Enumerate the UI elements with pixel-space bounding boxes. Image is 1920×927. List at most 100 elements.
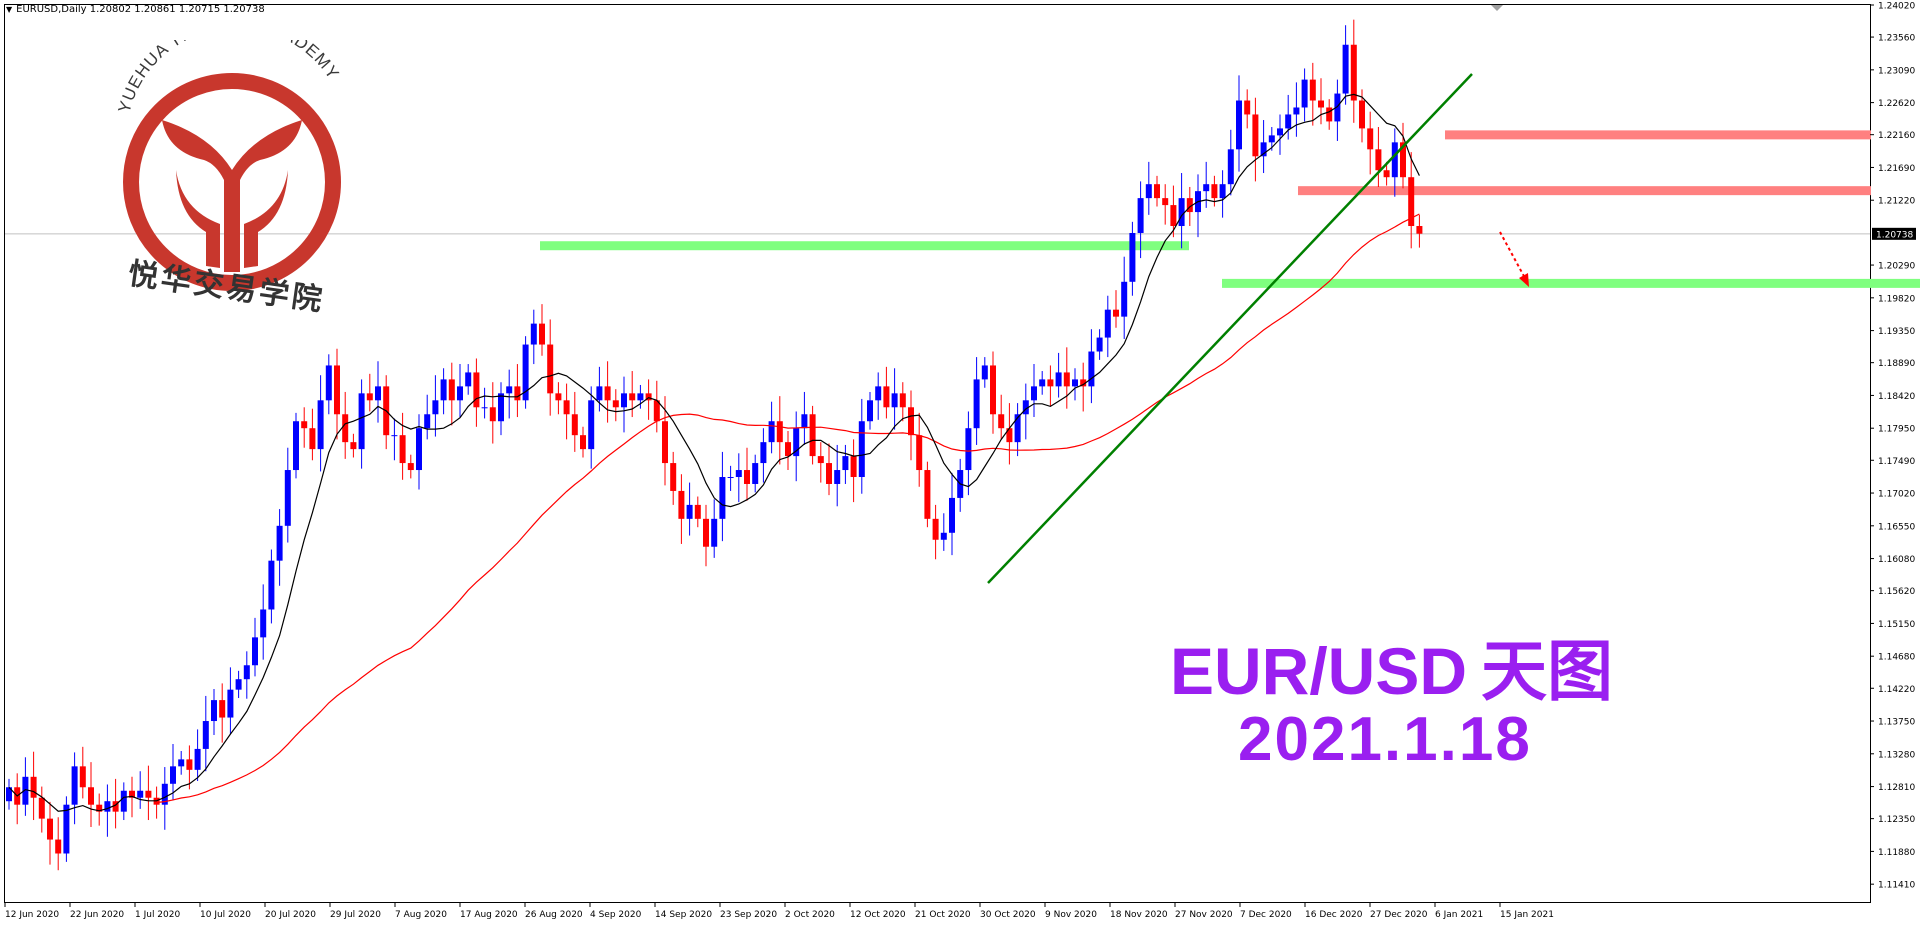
- candle-body: [227, 689, 234, 718]
- candle: [14, 773, 21, 825]
- candle-body: [530, 323, 537, 345]
- candle: [1031, 364, 1037, 418]
- candle-body: [6, 787, 12, 802]
- candle-body: [1072, 379, 1078, 387]
- y-tick-label: 1.17490: [1878, 457, 1915, 467]
- candle: [47, 801, 53, 865]
- chart-shift-marker[interactable]: [1491, 5, 1503, 11]
- candle: [350, 433, 357, 458]
- y-tick-label: 1.17020: [1878, 490, 1915, 500]
- candle-body: [194, 748, 201, 770]
- candle: [170, 744, 176, 801]
- candle: [1178, 173, 1185, 249]
- candle: [219, 683, 226, 743]
- candle: [588, 386, 595, 469]
- candle: [1400, 122, 1406, 189]
- overlay-pair: EUR/USD: [1170, 634, 1468, 708]
- candle: [760, 428, 767, 483]
- candle: [604, 361, 611, 423]
- candle: [1170, 185, 1177, 238]
- candle-body: [1227, 149, 1234, 185]
- candle: [1326, 99, 1333, 130]
- candle: [514, 364, 521, 418]
- candle: [1006, 403, 1013, 465]
- candle: [334, 348, 340, 440]
- candle: [6, 778, 12, 810]
- candle-body: [965, 428, 972, 471]
- candle: [932, 504, 939, 560]
- candle: [826, 443, 832, 496]
- x-tick-label: 27 Nov 2020: [1175, 910, 1233, 920]
- candle: [194, 729, 201, 781]
- candle-body: [883, 386, 890, 408]
- x-tick-label: 15 Jan 2021: [1500, 910, 1554, 920]
- candle-body: [940, 532, 947, 540]
- x-tick-label: 2 Oct 2020: [785, 910, 835, 920]
- candle-body: [776, 421, 783, 443]
- x-tick-label: 22 Jun 2020: [70, 910, 124, 920]
- candle: [973, 357, 980, 445]
- candle: [1104, 295, 1111, 358]
- candle: [178, 751, 185, 775]
- candle: [1113, 290, 1119, 328]
- candle: [580, 426, 586, 458]
- candle: [506, 369, 513, 419]
- y-tick-label: 1.21220: [1878, 197, 1915, 207]
- candle: [1277, 114, 1283, 155]
- candle: [1285, 94, 1292, 140]
- candle-body: [924, 470, 931, 519]
- candle-body: [30, 776, 37, 798]
- candle: [1367, 111, 1374, 175]
- candle-body: [268, 560, 275, 610]
- candle-body: [522, 344, 529, 401]
- candle-body: [1047, 379, 1054, 387]
- candle-body: [678, 490, 685, 519]
- candle: [940, 513, 947, 551]
- candle-body: [850, 456, 857, 478]
- y-tick-label: 1.19820: [1878, 294, 1915, 304]
- candle-body: [998, 414, 1005, 429]
- x-tick-label: 23 Sep 2020: [720, 910, 777, 920]
- candle-body: [1244, 100, 1251, 115]
- candle-body: [1154, 184, 1160, 199]
- x-tick-label: 7 Dec 2020: [1240, 910, 1292, 920]
- candle: [227, 667, 234, 735]
- candle: [735, 453, 742, 503]
- candle-body: [38, 797, 45, 819]
- candle: [924, 461, 931, 528]
- candle-body: [1236, 100, 1242, 150]
- candle: [1154, 175, 1160, 207]
- candle-body: [981, 365, 988, 380]
- candle: [530, 309, 537, 365]
- y-tick-label: 1.14220: [1878, 685, 1915, 695]
- candle: [399, 412, 406, 480]
- candle-body: [539, 323, 545, 345]
- candle-body: [366, 393, 373, 401]
- candle: [686, 482, 693, 536]
- y-tick-label: 1.15150: [1878, 620, 1915, 630]
- candle: [563, 383, 570, 440]
- y-tick-label: 1.11880: [1878, 848, 1915, 858]
- candle: [1416, 214, 1423, 248]
- candle: [752, 454, 759, 493]
- candle: [375, 361, 381, 423]
- candle-body: [719, 477, 726, 519]
- logo-ring: [123, 73, 341, 291]
- candle: [547, 319, 554, 416]
- y-tick-label: 1.12810: [1878, 783, 1915, 793]
- y-tick-label: 1.20290: [1878, 262, 1915, 272]
- candle: [1391, 128, 1398, 197]
- candle: [842, 444, 849, 484]
- x-tick-label: 21 Oct 2020: [915, 910, 971, 920]
- candle: [252, 617, 258, 677]
- candle: [1309, 62, 1316, 126]
- candle-body: [1022, 400, 1029, 415]
- candle-body: [96, 804, 103, 812]
- candle: [1162, 184, 1169, 225]
- candle: [727, 465, 734, 491]
- x-tick-label: 30 Oct 2020: [980, 910, 1036, 920]
- chevron-down-icon[interactable]: ▼: [6, 5, 13, 14]
- candle-body: [293, 421, 299, 471]
